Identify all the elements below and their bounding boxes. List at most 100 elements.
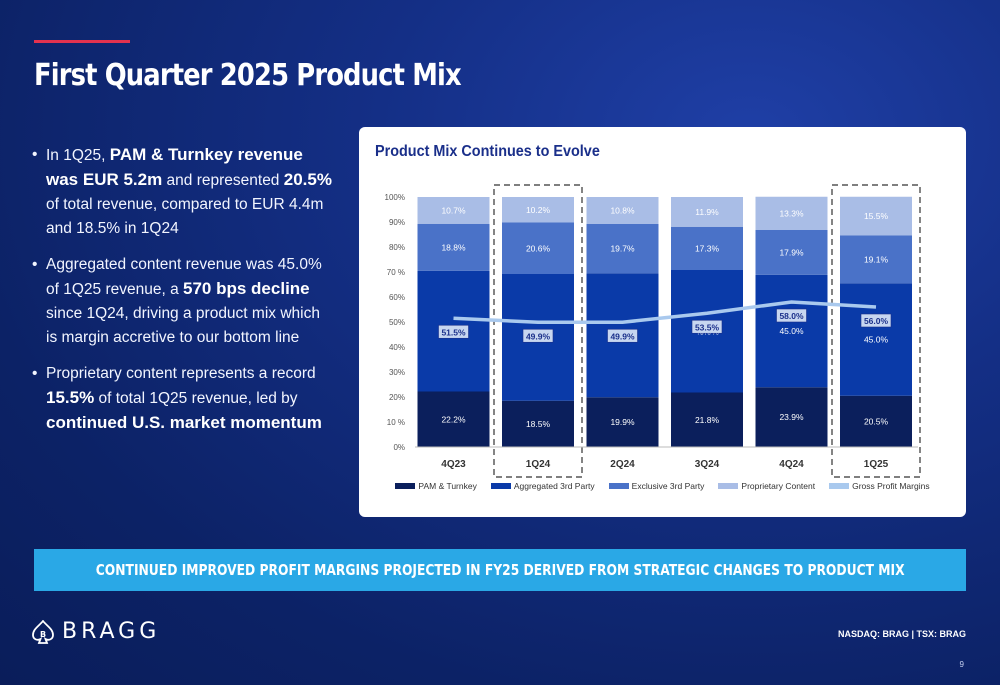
bullet-text: and represented [162, 172, 284, 189]
bar-segment [840, 283, 912, 396]
bar-data-label: 18.8% [441, 242, 466, 252]
legend-item: Gross Profit Margins [829, 481, 930, 491]
bar-segment [502, 400, 574, 447]
legend-swatch [490, 483, 511, 489]
margin-label-box [438, 324, 469, 339]
bar-data-label: 19.1% [864, 254, 889, 264]
bar-data-label: 20.6% [526, 243, 551, 253]
bullet-item: Aggregated content revenue was 45.0% of … [32, 253, 332, 350]
margin-data-label: 49.9% [526, 331, 551, 341]
y-tick-label: 50% [389, 318, 405, 327]
y-tick-label: 70 % [387, 268, 405, 277]
legend-label: Exclusive 3rd Party [631, 481, 705, 491]
bar-segment [755, 387, 828, 447]
bar-segment [840, 196, 912, 236]
margin-label-box [776, 308, 807, 323]
y-tick-label: 90% [389, 218, 405, 227]
margin-label-box [607, 328, 638, 343]
y-tick-label: 10 % [387, 418, 405, 427]
bar-data-label: 19.7% [610, 244, 635, 254]
highlight-box [831, 184, 921, 478]
highlight-box [493, 184, 583, 478]
bar-data-label: 22.2% [441, 414, 466, 424]
chart-card: Product Mix Continues to Evolve 0% 10 % 20… [359, 127, 966, 517]
bar-segment [755, 196, 828, 230]
bar-data-label: 45.0% [864, 335, 889, 345]
banner-text: CONTINUED IMPROVED PROFIT MARGINS PROJEC… [95, 561, 905, 579]
bar-data-label: 11.9% [695, 207, 719, 217]
legend-item: Aggregated 3rd Party [490, 481, 595, 491]
bullet-list: In 1Q25, PAM & Turnkey revenue was EUR 5… [32, 143, 332, 448]
y-tick-label: 20% [389, 393, 405, 402]
bar-data-label: 13.3% [779, 208, 804, 218]
title-accent-line [34, 40, 130, 43]
bar-segment [671, 392, 743, 447]
bar-segment [840, 395, 912, 447]
bar-data-label: 20.5% [864, 416, 889, 426]
legend-swatch [718, 483, 739, 489]
x-tick-label: 2Q24 [610, 459, 635, 470]
bar-data-label: 10.8% [610, 206, 635, 216]
y-tick-label: 60% [389, 293, 405, 302]
chart-title: Product Mix Continues to Evolve [375, 143, 600, 160]
legend-swatch [395, 483, 416, 489]
y-tick-label: 30% [389, 368, 405, 377]
bar-segment [502, 197, 574, 223]
y-tick-label: 0% [393, 443, 405, 452]
bar-data-label: 10.2% [526, 205, 551, 215]
bar-segment [502, 222, 574, 274]
bullet-item: In 1Q25, PAM & Turnkey revenue was EUR 5… [32, 143, 332, 241]
bar-segment [586, 224, 659, 274]
margin-data-label: 49.9% [610, 331, 635, 341]
bullet-bold-text: 20.5% [283, 170, 332, 189]
page-title: First Quarter 2025 Product Mix [34, 58, 462, 93]
banner: CONTINUED IMPROVED PROFIT MARGINS PROJEC… [34, 549, 966, 591]
margin-data-label: 58.0% [779, 311, 804, 321]
bullet-text: since 1Q24, driving a product mix which … [46, 305, 320, 346]
x-tick-label: 1Q24 [526, 459, 551, 470]
bragg-spade-icon: B [32, 619, 54, 644]
y-tick-label: 80% [389, 243, 405, 252]
x-tick-label: 3Q24 [695, 459, 720, 470]
legend-item: Proprietary Content [718, 481, 815, 491]
x-tick-label: 4Q24 [779, 459, 804, 470]
bullet-bold-text: continued U.S. market momentum [46, 413, 322, 432]
margin-label-box [691, 319, 723, 334]
bullet-text: Aggregated content revenue was 45.0% of … [46, 256, 322, 298]
bar-segment [671, 197, 743, 227]
chart-legend: PAM & Turnkey Aggregated 3rd Party Exclusi… [359, 481, 966, 491]
legend-label: PAM & Turnkey [418, 481, 477, 491]
product-mix-chart: 0% 10 % 20% 30% 40% 50% 60% 70 % 80% 90% 100% 22.2%… [385, 184, 921, 478]
bar-data-label: 23.9% [779, 412, 804, 422]
bar-data-label: 15.5% [864, 211, 889, 221]
bar-data-label: 17.3% [695, 243, 720, 253]
legend-item: Exclusive 3rd Party [608, 481, 705, 491]
bullet-bold-text: 570 bps decline [183, 279, 310, 298]
bullet-text: of total revenue, compared to EUR 4.4m a… [46, 196, 324, 237]
y-tick-label: 40% [389, 343, 405, 352]
bar-segment [755, 230, 828, 275]
legend-label: Gross Profit Margins [852, 481, 930, 491]
margin-label-box [860, 313, 892, 328]
bar-segment [586, 197, 659, 224]
margin-line [453, 300, 877, 324]
svg-text:B: B [40, 630, 46, 639]
x-tick-label: 4Q23 [441, 459, 466, 470]
bar-data-label: 10.7% [441, 205, 466, 215]
bullet-text: Proprietary content represents a record [46, 365, 316, 382]
bar-data-label: 21.8% [695, 415, 720, 425]
x-tick-label: 1Q25 [864, 459, 889, 470]
page-number: 9 [959, 660, 964, 669]
bullet-text: of total 1Q25 revenue, led by [94, 390, 298, 407]
legend-item: PAM & Turnkey [395, 481, 477, 491]
legend-label: Proprietary Content [741, 481, 816, 491]
ticker-symbols: NASDAQ: BRAG | TSX: BRAG [837, 629, 966, 639]
bullet-bold-text: 15.5% [46, 388, 95, 407]
legend-swatch [608, 483, 629, 489]
bar-segment [586, 397, 659, 447]
bullet-bold-text: PAM & Turnkey revenue was EUR 5.2m [46, 145, 303, 189]
bar-segment [417, 197, 490, 224]
bar-segment [417, 391, 490, 447]
bar-data-label: 19.9% [610, 417, 635, 427]
bar-segment [417, 223, 490, 271]
